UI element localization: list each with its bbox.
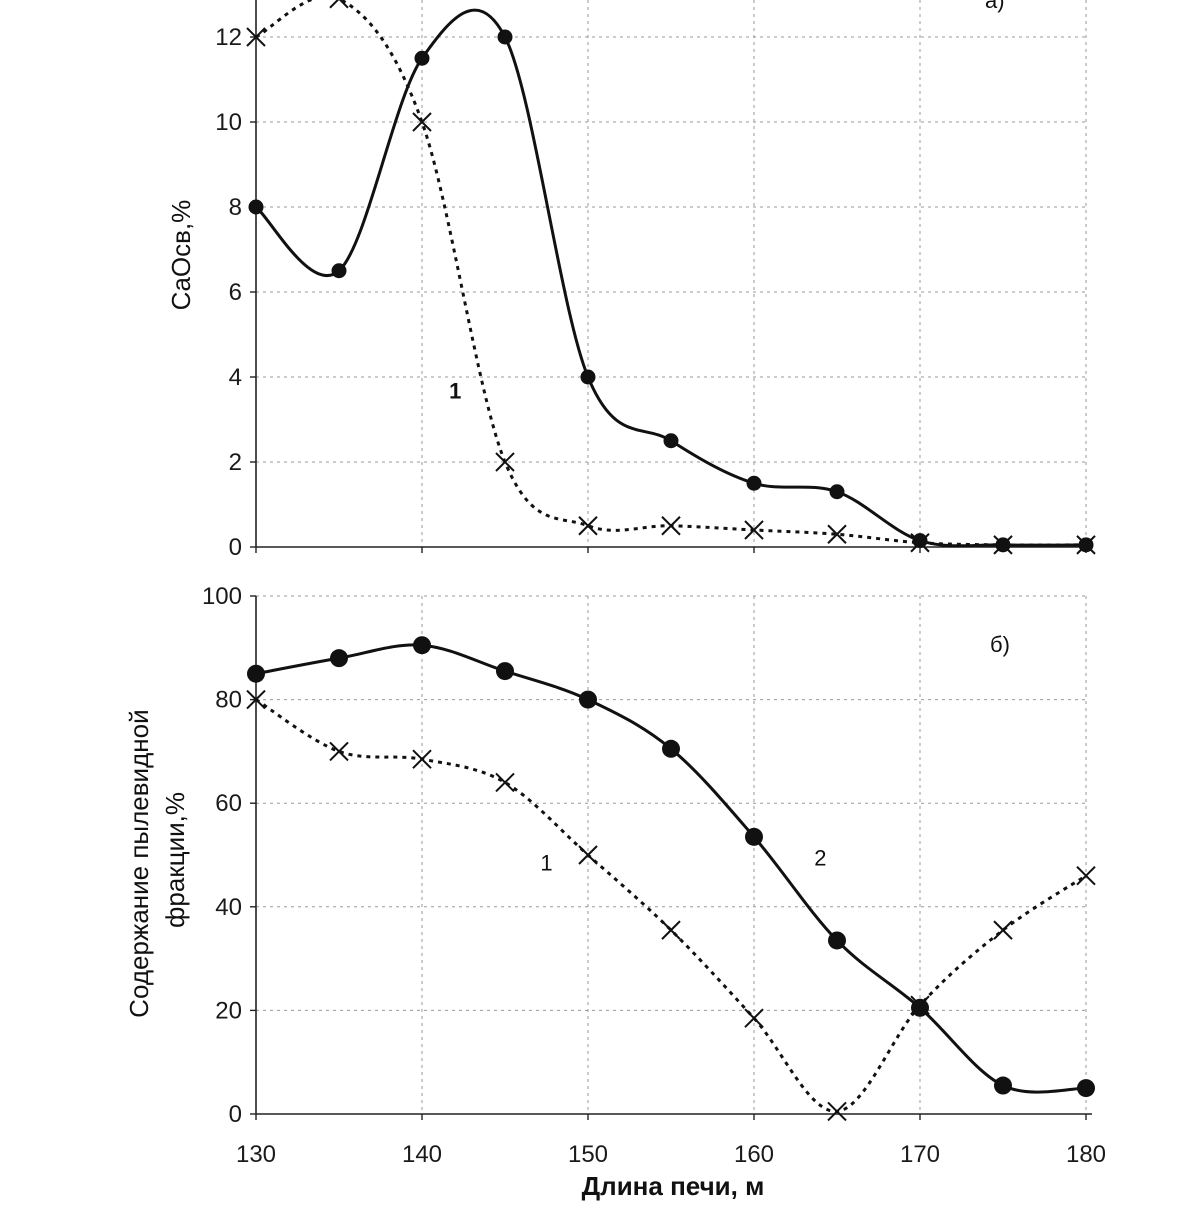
panel-a-y-tick-label: 10 [215,109,242,136]
panel-b-series-2-point [994,1076,1012,1095]
panel-a-axes [255,0,1092,553]
panel-a-series-1-point [827,524,847,544]
panel-b-series-1-point [412,749,432,769]
panel-b-series-1-point [744,1008,764,1028]
panel-b-series [246,636,1096,1122]
panel-b-series-2-point [579,690,597,709]
panel-a-series [246,0,1096,555]
panel-a-series-1-point [329,0,349,9]
panel-a-series-1-point [661,516,681,536]
panel-b-series-2-point [413,636,431,655]
panel-a-y-tick-label: 2 [229,449,242,476]
panel-b-series-1-point [827,1101,847,1122]
panel-a-series-2-point [580,369,596,385]
panel-a-series-2-point [331,263,347,279]
panel-b-y-tick-label: 100 [202,583,242,610]
panel-b-x-tick-label: 140 [402,1141,442,1168]
panel-b-series-1-point [1076,866,1096,886]
panel-b-x-tick-label: 150 [568,1141,608,1168]
panel-a-series-1-point [578,516,598,536]
panel-b-series-1-annotation: 1 [540,851,552,876]
panel-a-y-tick-label: 4 [229,364,242,391]
panel-a-gridlines [256,0,1087,547]
panel-a-y-tick-label: 12 [215,24,242,51]
panel-b-y-tick-label: 0 [229,1101,242,1128]
panel-b-x-tick-label: 130 [236,1141,276,1168]
panel-a-series-2-point [248,199,264,215]
panel-b-y-axis-label-line-1: Содержание пылевидной [124,709,154,1017]
panel-b-y-ticks: 0 20 40 60 80 100 [202,583,256,1128]
panel-a-series-2-point [1078,537,1094,553]
panel-b-axes [255,596,1092,1120]
panel-b-series-2-point [911,998,929,1017]
panel-b-x-ticks: 130 140 150 160 170 180 [236,1141,1106,1168]
panel-b-y-tick-label: 40 [215,894,242,921]
panel-a-series-1-annotation: 1 [449,378,461,403]
panel-b-series-2-point [662,739,680,758]
panel-b-series-2-line [255,643,1087,1094]
panel-b-x-tick-label: 170 [900,1141,940,1168]
panel-b-y-axis-label-line-2: фракции,% [160,792,190,928]
panel-b-series-2-annotation: 2 [814,845,826,870]
panel-b-label: б) [990,632,1010,657]
panel-b-gridlines [256,595,1087,1114]
panel-a-series-2-point [414,50,430,66]
panel-b-series-1-point [495,772,515,793]
panel-b-series-2-point [330,649,348,668]
panel-a-series-1-point [246,27,266,47]
panel-a-y-tick-label: 8 [229,194,242,221]
x-axis-label: Длина печи, м [582,1171,765,1201]
panel-b-series-2-point [247,664,265,683]
panel-a-label: а) [985,0,1005,13]
panel-b-series-1-point [661,920,681,940]
panel-a-y-ticks: 0 2 4 6 8 10 12 [215,24,256,561]
panel-a-series-1-point [412,112,432,132]
panel-b-series-1-point [329,741,349,762]
panel-b-y-tick-label: 20 [215,997,242,1024]
panel-a-y-tick-label: 0 [229,534,242,561]
panel-b-series-1-line [255,698,1087,1113]
panel-b-y-tick-label: 80 [215,687,242,714]
panel-b-series-1-point [993,920,1013,940]
panel-a-series-2-point [912,533,928,549]
panel-a-series-2-point [995,537,1011,553]
panel-b-series-2-point [828,931,846,950]
panel-a-series-2-point [746,475,762,491]
panel-b-x-tick-label: 180 [1066,1141,1106,1168]
panel-a-series-2-line [254,8,1087,548]
panel-a-y-tick-label: 6 [229,279,242,306]
panel-b-series-2-point [496,662,514,681]
panel-b-x-tick-label: 160 [734,1141,774,1168]
panel-a-series-2-point [829,484,845,500]
panel-a: 0 2 4 6 8 10 12 а) CaOсв,% 1 [166,0,1096,561]
panel-b-y-axis-label: Содержание пылевидной фракции,% [124,702,190,1018]
panel-a-series-2-point [663,433,679,449]
panel-b: 0 20 40 60 80 100 130 140 150 160 170 180 б) Содер… [124,583,1106,1201]
panel-b-series-1-point [246,689,266,710]
panel-b-series-2-point [1077,1079,1095,1098]
panel-a-y-axis-label: CaOсв,% [166,200,196,311]
panel-a-series-2-point [497,29,513,45]
panel-b-y-tick-label: 60 [215,790,242,817]
panel-a-series-1-point [495,452,515,472]
panel-b-series-2-point [745,827,763,846]
panel-a-series-1-point [744,520,764,540]
panel-b-series-1-point [578,845,598,865]
panel-a-series-1-line [255,0,1087,547]
